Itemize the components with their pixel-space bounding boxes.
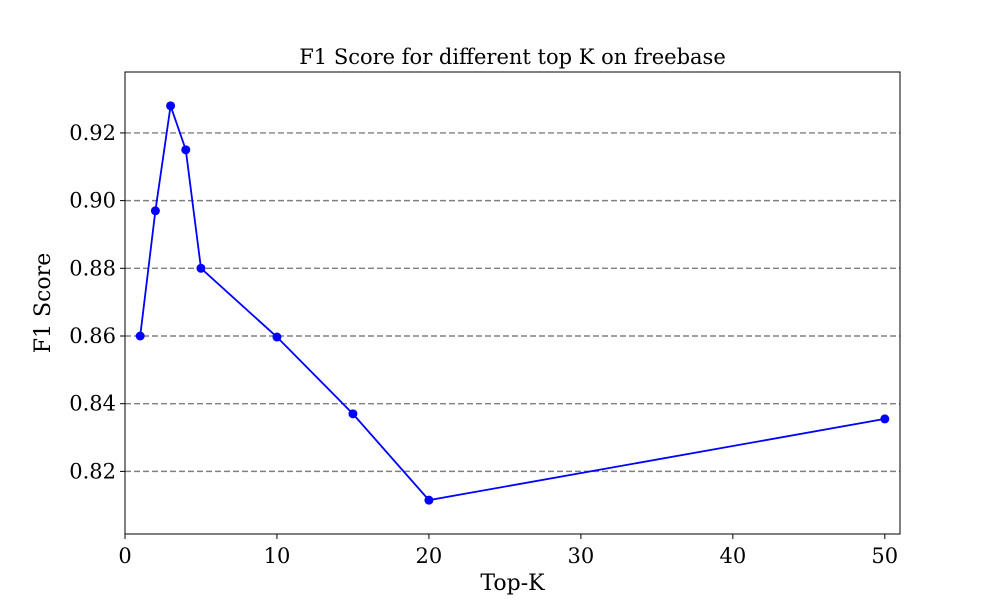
data-point (196, 263, 206, 273)
chart-title: F1 Score for different top K on freebase (299, 45, 726, 69)
x-tick-label: 20 (416, 544, 443, 568)
x-axis-label: Top-K (480, 571, 545, 596)
y-tick-label: 0.84 (69, 392, 116, 416)
y-tick-label: 0.82 (69, 459, 116, 483)
data-point (880, 414, 890, 424)
series-line (139, 105, 885, 502)
x-tick-label: 10 (264, 544, 291, 568)
y-tick-label: 0.86 (69, 324, 116, 348)
plot-series (135, 101, 890, 505)
y-axis-ticks: 0.82 0.84 0.86 0.88 0.90 0.92 (69, 121, 125, 483)
data-point (272, 332, 282, 342)
plot-frame (124, 71, 901, 535)
data-point (166, 101, 176, 111)
x-axis-ticks: 0 10 20 30 40 50 (118, 534, 898, 568)
data-point (424, 495, 434, 505)
x-tick-label: 40 (719, 544, 746, 568)
x-tick-label: 0 (118, 544, 131, 568)
x-tick-label: 30 (568, 544, 595, 568)
data-point (181, 145, 191, 155)
data-point (348, 409, 358, 419)
y-tick-label: 0.90 (69, 189, 116, 213)
grid-lines (125, 132, 900, 473)
data-point (150, 206, 160, 216)
y-tick-label: 0.92 (69, 121, 116, 145)
y-axis-label: F1 Score (31, 253, 56, 353)
data-point (135, 331, 145, 341)
x-tick-label: 50 (871, 544, 898, 568)
y-tick-label: 0.88 (69, 256, 116, 280)
